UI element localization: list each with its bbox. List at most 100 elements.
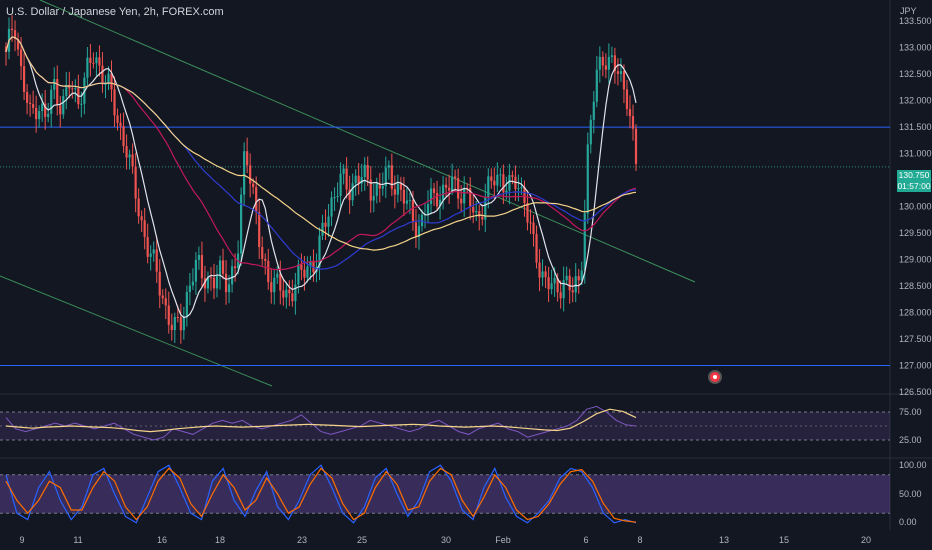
candle-body [393,189,396,195]
candle-body [589,119,592,145]
candle-body [140,216,143,221]
candle-body [460,198,463,204]
symbol-title: U.S. Dollar / Japanese Yen, 2h, FOREX.co… [6,6,224,18]
candle-body [496,174,499,186]
candle-body [270,282,273,293]
candle-body [469,188,472,207]
candle-body [619,71,623,74]
candle-body [390,165,393,190]
candle-body [22,66,26,93]
candle-body [179,317,182,331]
candle-body [224,273,228,293]
candle-body [155,249,158,272]
candle-body [212,277,216,289]
candle-body [405,200,409,204]
y-tick-label: 127.000 [899,361,932,371]
stoch-tick-label: 50.00 [899,489,922,499]
candle-body [264,258,267,261]
candle-body [98,57,101,66]
candle-body [454,176,457,179]
x-tick-label: 13 [719,535,729,545]
x-tick-label: 11 [73,535,82,545]
candle-body [62,95,65,115]
candle-body [354,175,357,184]
x-tick-label: 25 [357,535,367,545]
stoch-band [0,474,890,514]
y-tick-label: 133.500 [899,16,932,26]
candle-body [360,177,363,184]
candle-body [10,28,14,31]
candle-body [327,216,330,227]
candle-body [161,295,164,299]
moving-average-long [5,36,637,251]
candle-body [149,253,152,257]
x-tick-label: 9 [19,535,24,545]
candle-body [574,276,577,293]
candle-body [387,165,390,168]
candle-body [463,187,466,204]
x-tick-label: 16 [157,535,167,545]
last-price: 130.750 [898,170,930,180]
candle-body [484,197,487,220]
candle-body [128,154,131,158]
candle-body [411,199,415,223]
candle-body [92,62,95,64]
candle-body [339,173,342,197]
candle-body [399,183,402,190]
candle-body [134,166,137,199]
candle-body [206,277,210,289]
y-tick-label: 128.000 [899,308,932,318]
y-tick-label: 131.500 [899,122,932,132]
candle-body [369,179,372,201]
candle-body [535,234,538,263]
candle-body [173,317,176,331]
candle-body [303,269,306,278]
candle-body [261,246,264,259]
candle-body [38,111,41,120]
candle-body [107,73,110,84]
candle-body [258,212,261,247]
candle-body [508,175,511,191]
x-tick-label: 6 [583,535,588,545]
candle-body [71,88,74,90]
candle-body [378,183,381,189]
rsi-tick-label: 75.00 [899,407,922,417]
candle-body [246,151,249,166]
candle-body [158,271,161,296]
rsi-signal-line [5,408,637,433]
candle-body [285,289,288,298]
candles [4,15,638,344]
economic-event-icon[interactable] [708,370,722,384]
candle-body [523,187,526,204]
candle-body [330,197,333,217]
candle-body [74,88,77,90]
candle-body [53,79,56,90]
x-tick-label: 8 [637,535,642,545]
candle-body [267,260,270,283]
candle-body [547,277,550,290]
candle-body [230,266,234,285]
candle-body [490,176,493,181]
candle-body [444,184,448,188]
rsi-line [5,405,637,441]
candle-body [541,271,544,278]
candle-body [478,211,481,217]
candle-body [95,57,98,64]
candle-body [342,168,345,174]
y-tick-label: 132.000 [899,96,932,106]
candle-body [167,305,170,325]
candle-body [44,103,47,117]
candle-body [176,317,179,319]
candle-body [562,280,565,299]
candle-body [622,71,626,90]
candle-body [4,46,8,52]
candle-body [451,176,454,191]
candle-body [441,184,445,200]
candle-body [417,226,421,237]
candle-body [50,89,53,114]
candle-body [372,195,375,201]
candle-body [164,298,167,306]
candle-body [221,260,225,274]
candle-body [529,222,532,224]
